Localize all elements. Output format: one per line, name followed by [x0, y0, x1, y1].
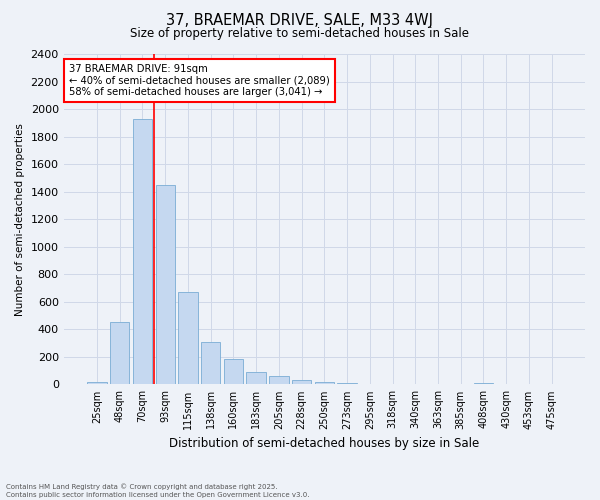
- Bar: [292, 380, 311, 384]
- Y-axis label: Number of semi-detached properties: Number of semi-detached properties: [15, 123, 25, 316]
- Text: 37 BRAEMAR DRIVE: 91sqm
← 40% of semi-detached houses are smaller (2,089)
58% of: 37 BRAEMAR DRIVE: 91sqm ← 40% of semi-de…: [69, 64, 329, 97]
- Text: Size of property relative to semi-detached houses in Sale: Size of property relative to semi-detach…: [131, 28, 470, 40]
- Bar: [337, 383, 357, 384]
- Bar: [201, 342, 220, 384]
- Bar: [247, 372, 266, 384]
- Bar: [133, 118, 152, 384]
- Bar: [178, 292, 197, 384]
- Text: 37, BRAEMAR DRIVE, SALE, M33 4WJ: 37, BRAEMAR DRIVE, SALE, M33 4WJ: [167, 12, 433, 28]
- Bar: [224, 359, 243, 384]
- Bar: [155, 185, 175, 384]
- Bar: [269, 376, 289, 384]
- Text: Contains HM Land Registry data © Crown copyright and database right 2025.
Contai: Contains HM Land Registry data © Crown c…: [6, 484, 310, 498]
- Bar: [110, 322, 130, 384]
- X-axis label: Distribution of semi-detached houses by size in Sale: Distribution of semi-detached houses by …: [169, 437, 479, 450]
- Bar: [88, 382, 107, 384]
- Bar: [314, 382, 334, 384]
